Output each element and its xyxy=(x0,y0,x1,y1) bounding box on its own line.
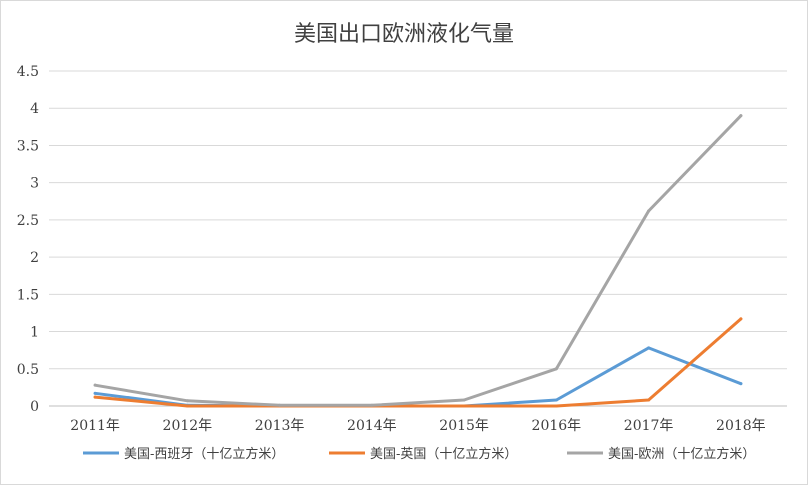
data-point xyxy=(370,403,374,407)
chart-title: 美国出口欧洲液化气量 xyxy=(294,22,514,47)
x-tick-label: 2013年 xyxy=(255,418,305,434)
series-line-2 xyxy=(93,114,743,407)
series-line-1 xyxy=(93,317,743,408)
series-line-0 xyxy=(93,346,743,408)
data-point xyxy=(739,382,743,386)
legend-label: 美国-西班牙（十亿立方米） xyxy=(124,446,284,462)
y-tick-label: 2.5 xyxy=(17,213,39,229)
y-tick-label: 2 xyxy=(30,250,39,266)
legend-label: 美国-英国（十亿立方米） xyxy=(370,446,517,462)
y-tick-label: 4 xyxy=(30,101,39,117)
x-tick-label: 2012年 xyxy=(163,418,213,434)
data-point xyxy=(554,367,558,371)
legend-item: 美国-欧洲（十亿立方米） xyxy=(567,446,755,462)
data-point xyxy=(278,403,282,407)
data-point xyxy=(93,391,97,395)
data-point xyxy=(185,404,189,408)
y-tick-label: 3.5 xyxy=(17,138,39,154)
data-point xyxy=(647,398,651,402)
x-tick-label: 2017年 xyxy=(624,418,674,434)
x-tick-label: 2015年 xyxy=(439,418,489,434)
legend-label: 美国-欧洲（十亿立方米） xyxy=(608,446,755,462)
data-point xyxy=(462,398,466,402)
x-axis-ticks: 2011年 2012年 2013年 2014年 2015年 2016年 2017年 2018年 xyxy=(70,418,765,434)
legend: 美国-西班牙（十亿立方米） 美国-英国（十亿立方米） 美国-欧洲（十亿立方米） xyxy=(83,446,755,462)
x-tick-label: 2011年 xyxy=(70,418,120,434)
y-tick-label: 0.5 xyxy=(17,362,39,378)
series-layer xyxy=(93,114,743,408)
x-tick-label: 2018年 xyxy=(716,418,766,434)
y-axis-ticks: 0 0.5 1 1.5 2 2.5 3 3.5 4 4.5 xyxy=(17,64,39,415)
data-point xyxy=(93,383,97,387)
x-tick-label: 2014年 xyxy=(347,418,397,434)
y-tick-label: 1 xyxy=(30,325,39,341)
data-point xyxy=(93,395,97,399)
legend-item: 美国-西班牙（十亿立方米） xyxy=(83,446,284,462)
data-point xyxy=(647,209,651,213)
y-tick-label: 1.5 xyxy=(17,287,39,303)
data-point xyxy=(554,398,558,402)
data-point xyxy=(185,399,189,403)
data-point xyxy=(554,404,558,408)
grid-layer xyxy=(49,70,787,407)
y-tick-label: 4.5 xyxy=(17,64,39,80)
data-point xyxy=(462,404,466,408)
x-tick-label: 2016年 xyxy=(532,418,582,434)
legend-item: 美国-英国（十亿立方米） xyxy=(329,446,517,462)
data-point xyxy=(739,114,743,118)
y-tick-label: 0 xyxy=(30,399,39,415)
data-point xyxy=(647,346,651,350)
y-tick-label: 3 xyxy=(30,176,39,192)
data-point xyxy=(739,317,743,321)
